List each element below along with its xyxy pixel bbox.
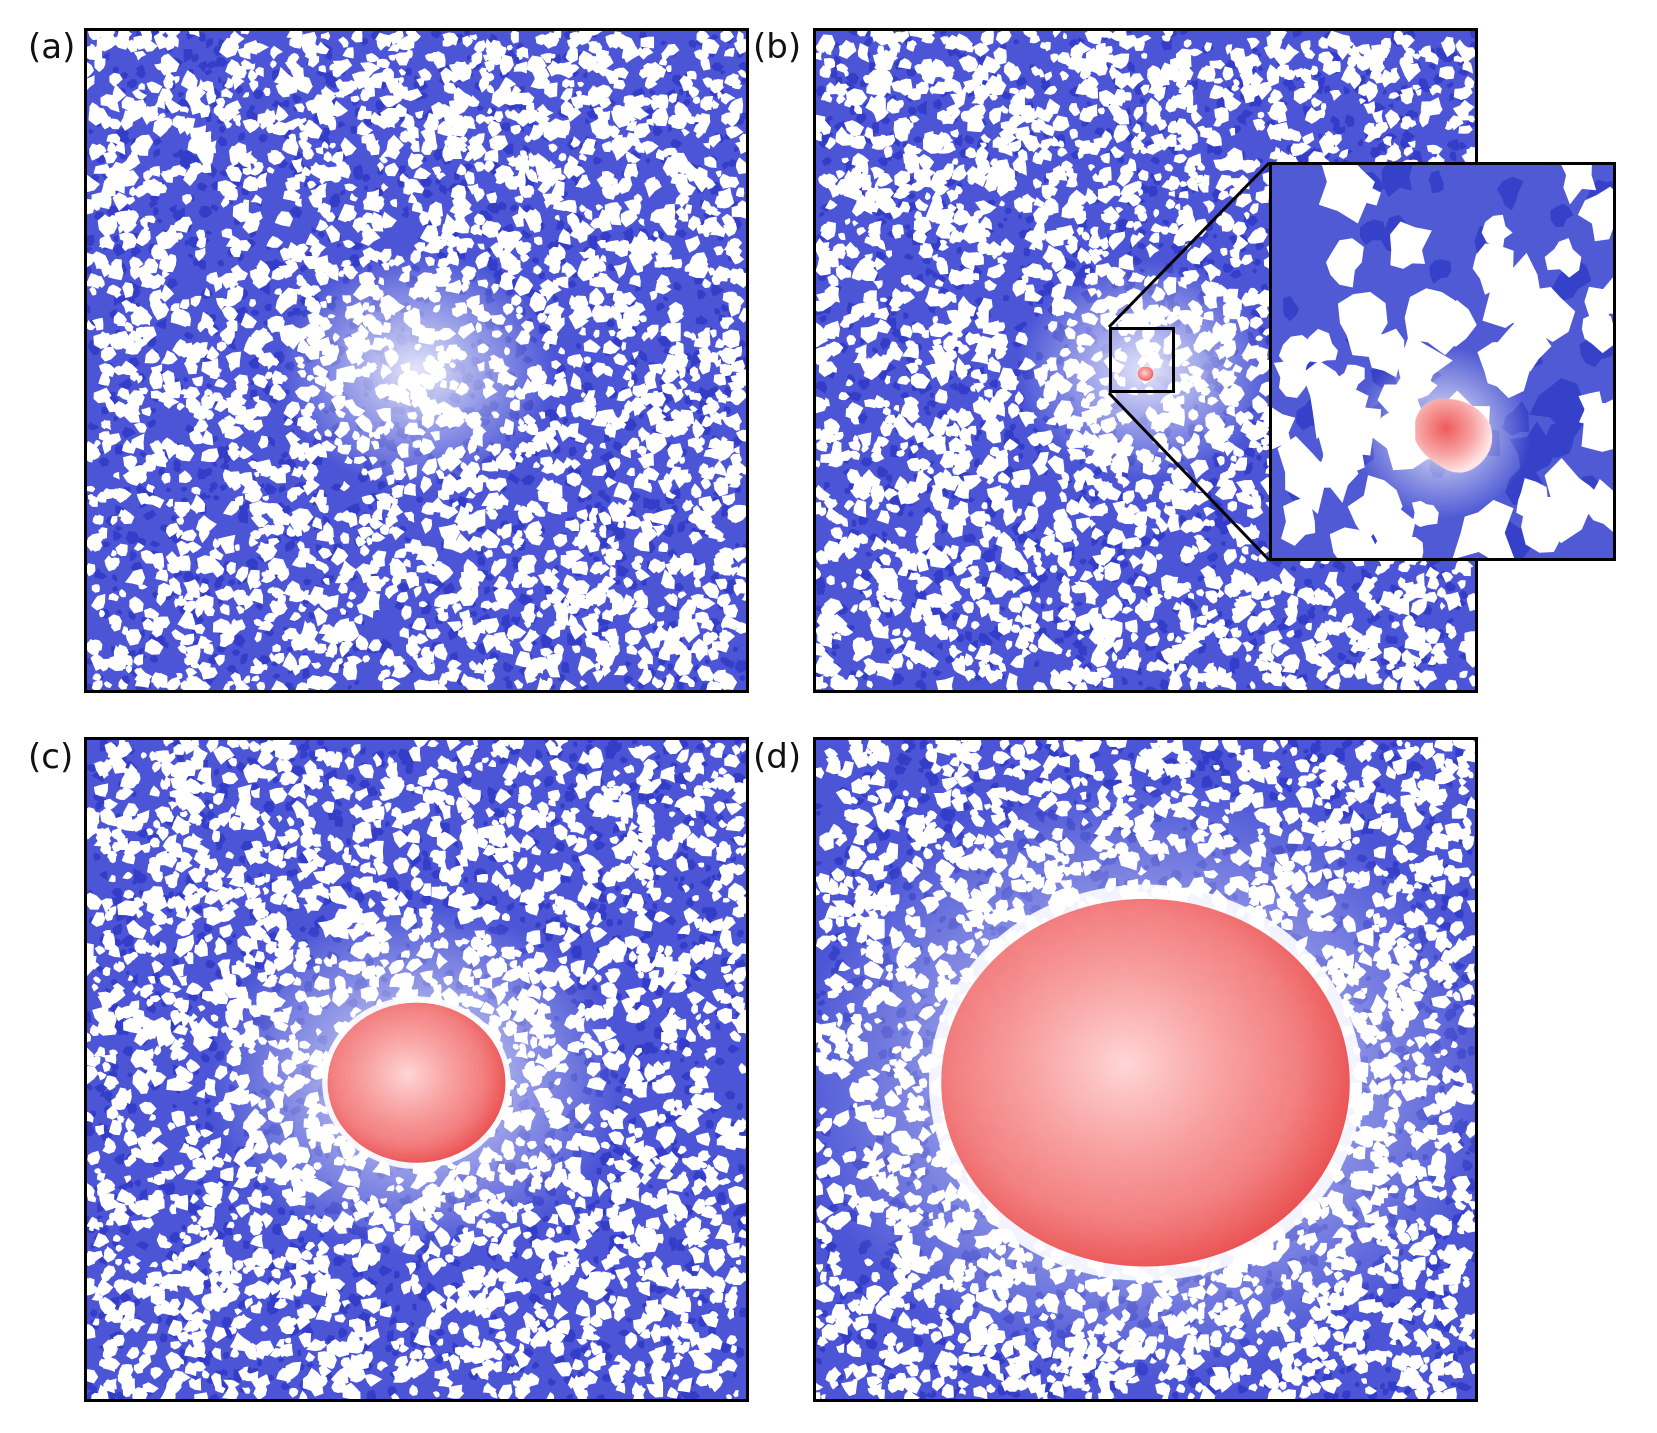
panel-c-field bbox=[87, 740, 746, 1399]
droplet bbox=[941, 898, 1350, 1267]
panel-a-field bbox=[87, 31, 746, 690]
panel-label-c: (c) bbox=[28, 737, 74, 777]
droplet bbox=[1137, 366, 1154, 381]
panel-d-field bbox=[816, 740, 1475, 1399]
inset-droplet-nucleus bbox=[1415, 398, 1493, 473]
light-domains bbox=[87, 31, 746, 690]
panel-c bbox=[84, 737, 749, 1402]
droplet bbox=[327, 1002, 506, 1163]
panel-d bbox=[813, 737, 1478, 1402]
panel-a bbox=[84, 28, 749, 693]
panel-label-d: (d) bbox=[753, 737, 802, 777]
zoom-region-box bbox=[1109, 327, 1175, 393]
zoom-inset-field bbox=[1272, 165, 1613, 558]
zoom-inset bbox=[1269, 162, 1616, 561]
panel-label-b: (b) bbox=[753, 27, 802, 67]
depletion-halo bbox=[278, 252, 555, 489]
panel-label-a: (a) bbox=[28, 27, 76, 67]
